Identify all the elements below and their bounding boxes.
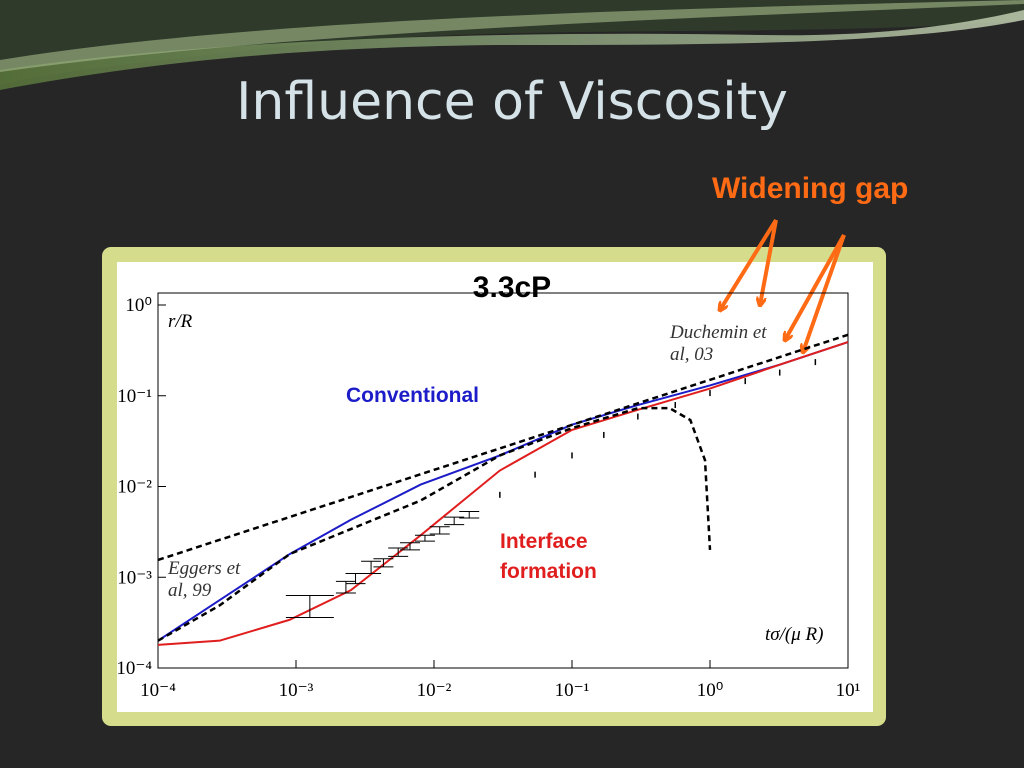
chart-title: 3.3cP bbox=[473, 271, 551, 304]
series-line bbox=[157, 341, 849, 642]
arrow bbox=[760, 219, 778, 305]
arrow bbox=[785, 234, 846, 340]
x-tick-label: 10⁰ bbox=[697, 680, 724, 701]
chart-panel bbox=[117, 262, 873, 712]
y-tick-label: 10⁻⁴ bbox=[116, 658, 152, 679]
annotation: Eggers et al, 99 bbox=[168, 558, 241, 601]
y-tick-label: 10⁻¹ bbox=[117, 386, 152, 407]
x-tick-label: 10⁻⁴ bbox=[140, 680, 176, 701]
x-axis-label: tσ/(μ R) bbox=[765, 624, 823, 645]
annotation: Duchemin et al, 03 bbox=[670, 322, 767, 365]
annotation: Widening gap bbox=[712, 172, 909, 205]
series-line bbox=[157, 341, 849, 646]
x-tick-label: 10⁻¹ bbox=[555, 680, 590, 701]
series-label: Interface formation bbox=[500, 530, 597, 583]
y-tick-label: 10⁰ bbox=[125, 295, 152, 316]
y-tick-label: 10⁻³ bbox=[117, 567, 152, 588]
x-tick-label: 10⁻² bbox=[417, 680, 452, 701]
x-tick-label: 10⁻³ bbox=[279, 680, 314, 701]
arrow bbox=[720, 218, 778, 310]
arrows bbox=[720, 218, 846, 352]
slide-title: Influence of Viscosity bbox=[236, 72, 788, 132]
series-line bbox=[157, 333, 849, 562]
plot-frame bbox=[157, 292, 849, 669]
y-tick-label: 10⁻² bbox=[117, 477, 152, 498]
y-axis-label: r/R bbox=[168, 311, 193, 332]
x-tick-label: 10¹ bbox=[836, 680, 861, 701]
series-label: Conventional bbox=[346, 384, 480, 407]
